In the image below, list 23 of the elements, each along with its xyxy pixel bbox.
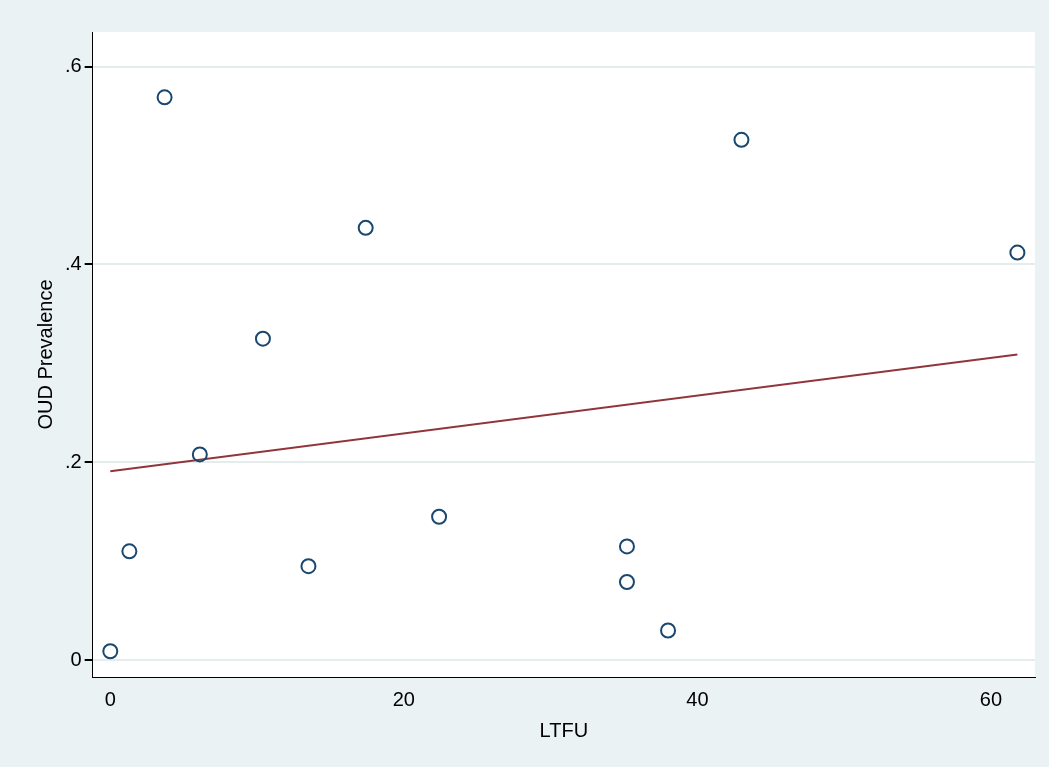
point xyxy=(191,446,208,463)
point xyxy=(733,131,750,148)
point xyxy=(431,508,448,525)
point xyxy=(102,643,119,660)
x-tick-label: 60 xyxy=(979,687,1003,710)
point xyxy=(121,543,138,560)
point xyxy=(156,89,173,106)
x-tick-label: 20 xyxy=(392,687,415,710)
point xyxy=(254,330,271,347)
point xyxy=(660,622,677,639)
point xyxy=(357,219,374,236)
y-tick-label: .4 xyxy=(64,251,82,274)
point xyxy=(300,558,317,575)
y-tick-label: .2 xyxy=(64,449,82,472)
y-axis-title: OUD Prevalence xyxy=(33,279,56,430)
point xyxy=(618,538,635,555)
x-tick-label: 40 xyxy=(686,687,709,710)
x-axis-title: LTFU xyxy=(539,718,589,741)
point xyxy=(1009,244,1026,261)
y-tick-label: 0 xyxy=(70,647,82,670)
point xyxy=(618,574,635,591)
x-tick-label: 0 xyxy=(104,687,116,710)
y-tick-label: .6 xyxy=(64,54,82,77)
